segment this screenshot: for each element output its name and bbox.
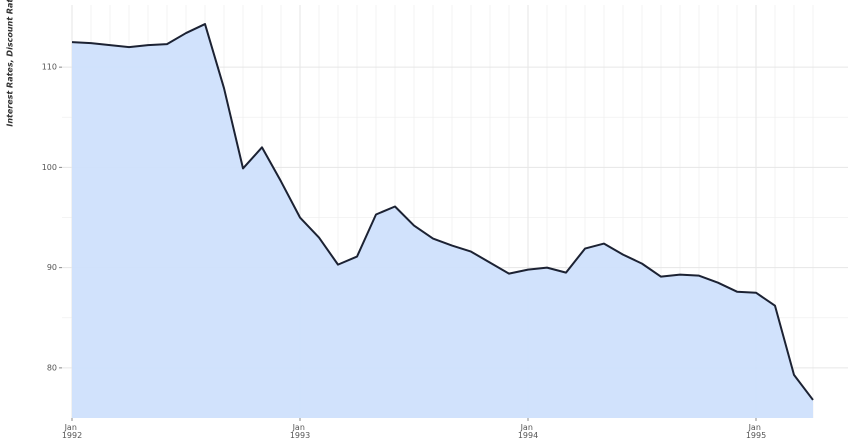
area (72, 24, 813, 418)
x-tick-label: Jan 1993 (290, 423, 310, 440)
y-tick-label: 90 (47, 263, 57, 272)
line (71, 23, 814, 401)
y-tick-label: 110 (42, 63, 57, 72)
y-axis-label: Interest Rates, Discount Rate (6, 0, 15, 127)
y-tick-label: 80 (47, 363, 57, 372)
x-tick-label: Jan 1994 (518, 423, 538, 440)
x-tick-label: Jan 1995 (746, 423, 766, 440)
x-tick-label: Jan 1992 (62, 423, 82, 440)
y-tick-label: 100 (42, 163, 57, 172)
